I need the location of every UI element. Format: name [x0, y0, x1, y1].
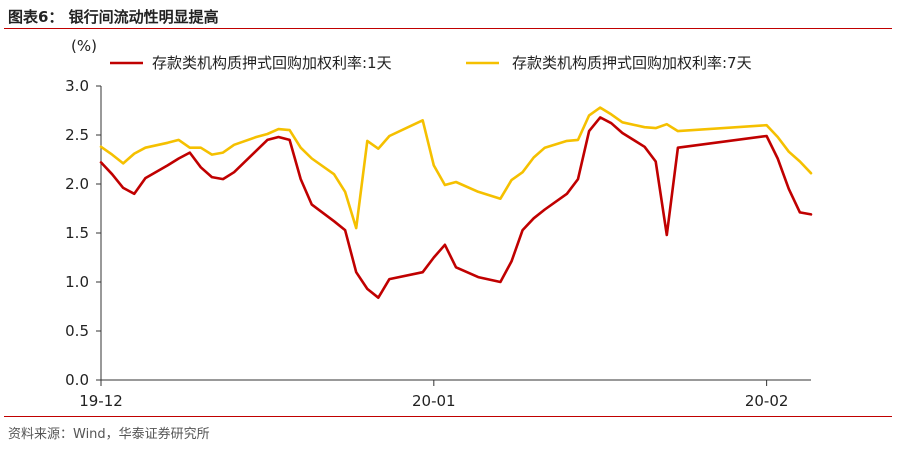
x-tick-label: 20-02 [745, 392, 789, 410]
y-tick-label: 2.0 [65, 175, 89, 193]
chart-series-layer [99, 106, 813, 299]
y-tick-label: 1.5 [65, 224, 89, 242]
line-chart: (%)0.00.51.01.52.02.53.019-12 20-01 20-02 … [65, 37, 813, 410]
y-axis-unit-label: (%) [71, 37, 97, 55]
y-tick-label: 0.0 [65, 371, 89, 389]
chart-axes: (%) 0.0 0.5 1.0 1.5 2.0 2.5 3.0 19-12 20-01 20-02 [65, 37, 811, 410]
bottom-rule [4, 416, 892, 417]
source-note: 资料来源：Wind，华泰证券研究所 [8, 427, 210, 442]
series-line-1day [99, 116, 813, 299]
y-tick-label: 3.0 [65, 77, 89, 95]
y-tick-label: 2.5 [65, 126, 89, 144]
figure-title: 图表6： 银行间流动性明显提高 [8, 8, 219, 26]
top-rule [4, 28, 892, 29]
chart-legend: 存款类机构质押式回购加权利率:1天 存款类机构质押式回购加权利率:7天 [110, 54, 752, 72]
legend-label: 存款类机构质押式回购加权利率:1天 [152, 54, 392, 72]
x-tick-label: 20-01 [412, 392, 456, 410]
x-tick-label: 19-12 [79, 392, 123, 410]
y-tick-label: 0.5 [65, 322, 89, 340]
series-line-7day [99, 106, 813, 230]
legend-label: 存款类机构质押式回购加权利率:7天 [512, 54, 752, 72]
figure-header: 图表6： 银行间流动性明显提高 [8, 4, 892, 30]
y-tick-label: 1.0 [65, 273, 89, 291]
